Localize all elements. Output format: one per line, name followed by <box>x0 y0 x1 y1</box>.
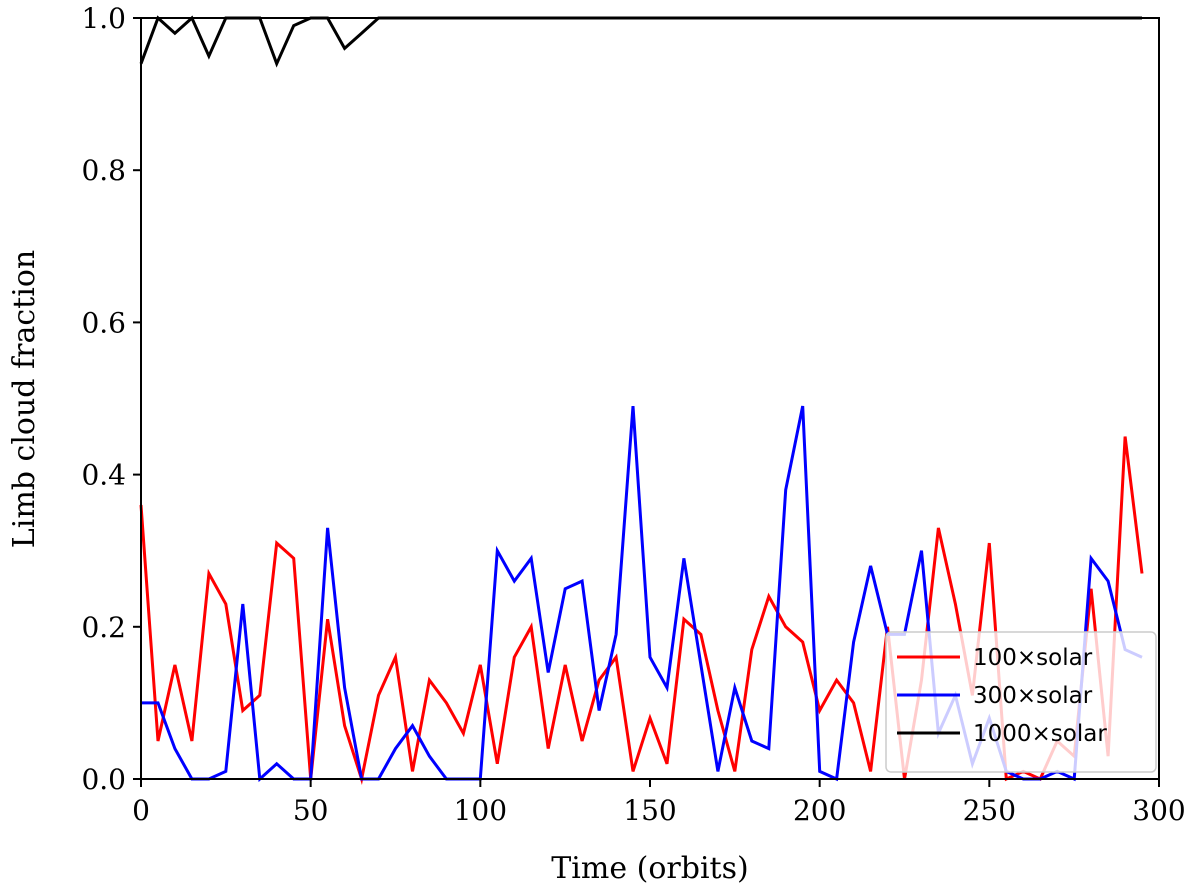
series-line-2 <box>139 15 1142 68</box>
x-tick-label: 200 <box>793 794 846 827</box>
legend-items: 100×solar 300×solar 1000×solar <box>897 645 1107 747</box>
y-tick-label: 0.4 <box>81 459 126 492</box>
y-tick-label: 0.2 <box>81 611 126 644</box>
legend-label-2: 1000×solar <box>973 721 1107 747</box>
y-axis-label: Limb cloud fraction <box>7 250 42 548</box>
x-axis-label: Time (orbits) <box>551 851 748 886</box>
legend: 100×solar 300×solar 1000×solar <box>885 631 1157 773</box>
y-tick-label: 0.0 <box>81 763 126 796</box>
legend-label-1: 300×solar <box>973 683 1093 709</box>
legend-label-0: 100×solar <box>973 645 1093 671</box>
x-tick-label: 0 <box>132 794 150 827</box>
x-tick-label: 250 <box>963 794 1016 827</box>
ticks-layer: 0 50 100 150 200 250 300 0.0 0.2 0.4 0.6 0.8 1.0 <box>81 2 1185 827</box>
y-tick-label: 0.6 <box>81 306 126 339</box>
y-tick-label: 1.0 <box>81 2 126 35</box>
x-tick-label: 50 <box>293 794 329 827</box>
x-tick-label: 300 <box>1132 794 1185 827</box>
x-tick-label: 100 <box>454 794 507 827</box>
legend-box <box>885 631 1157 773</box>
y-tick-label: 0.8 <box>81 154 126 187</box>
x-tick-label: 150 <box>623 794 676 827</box>
